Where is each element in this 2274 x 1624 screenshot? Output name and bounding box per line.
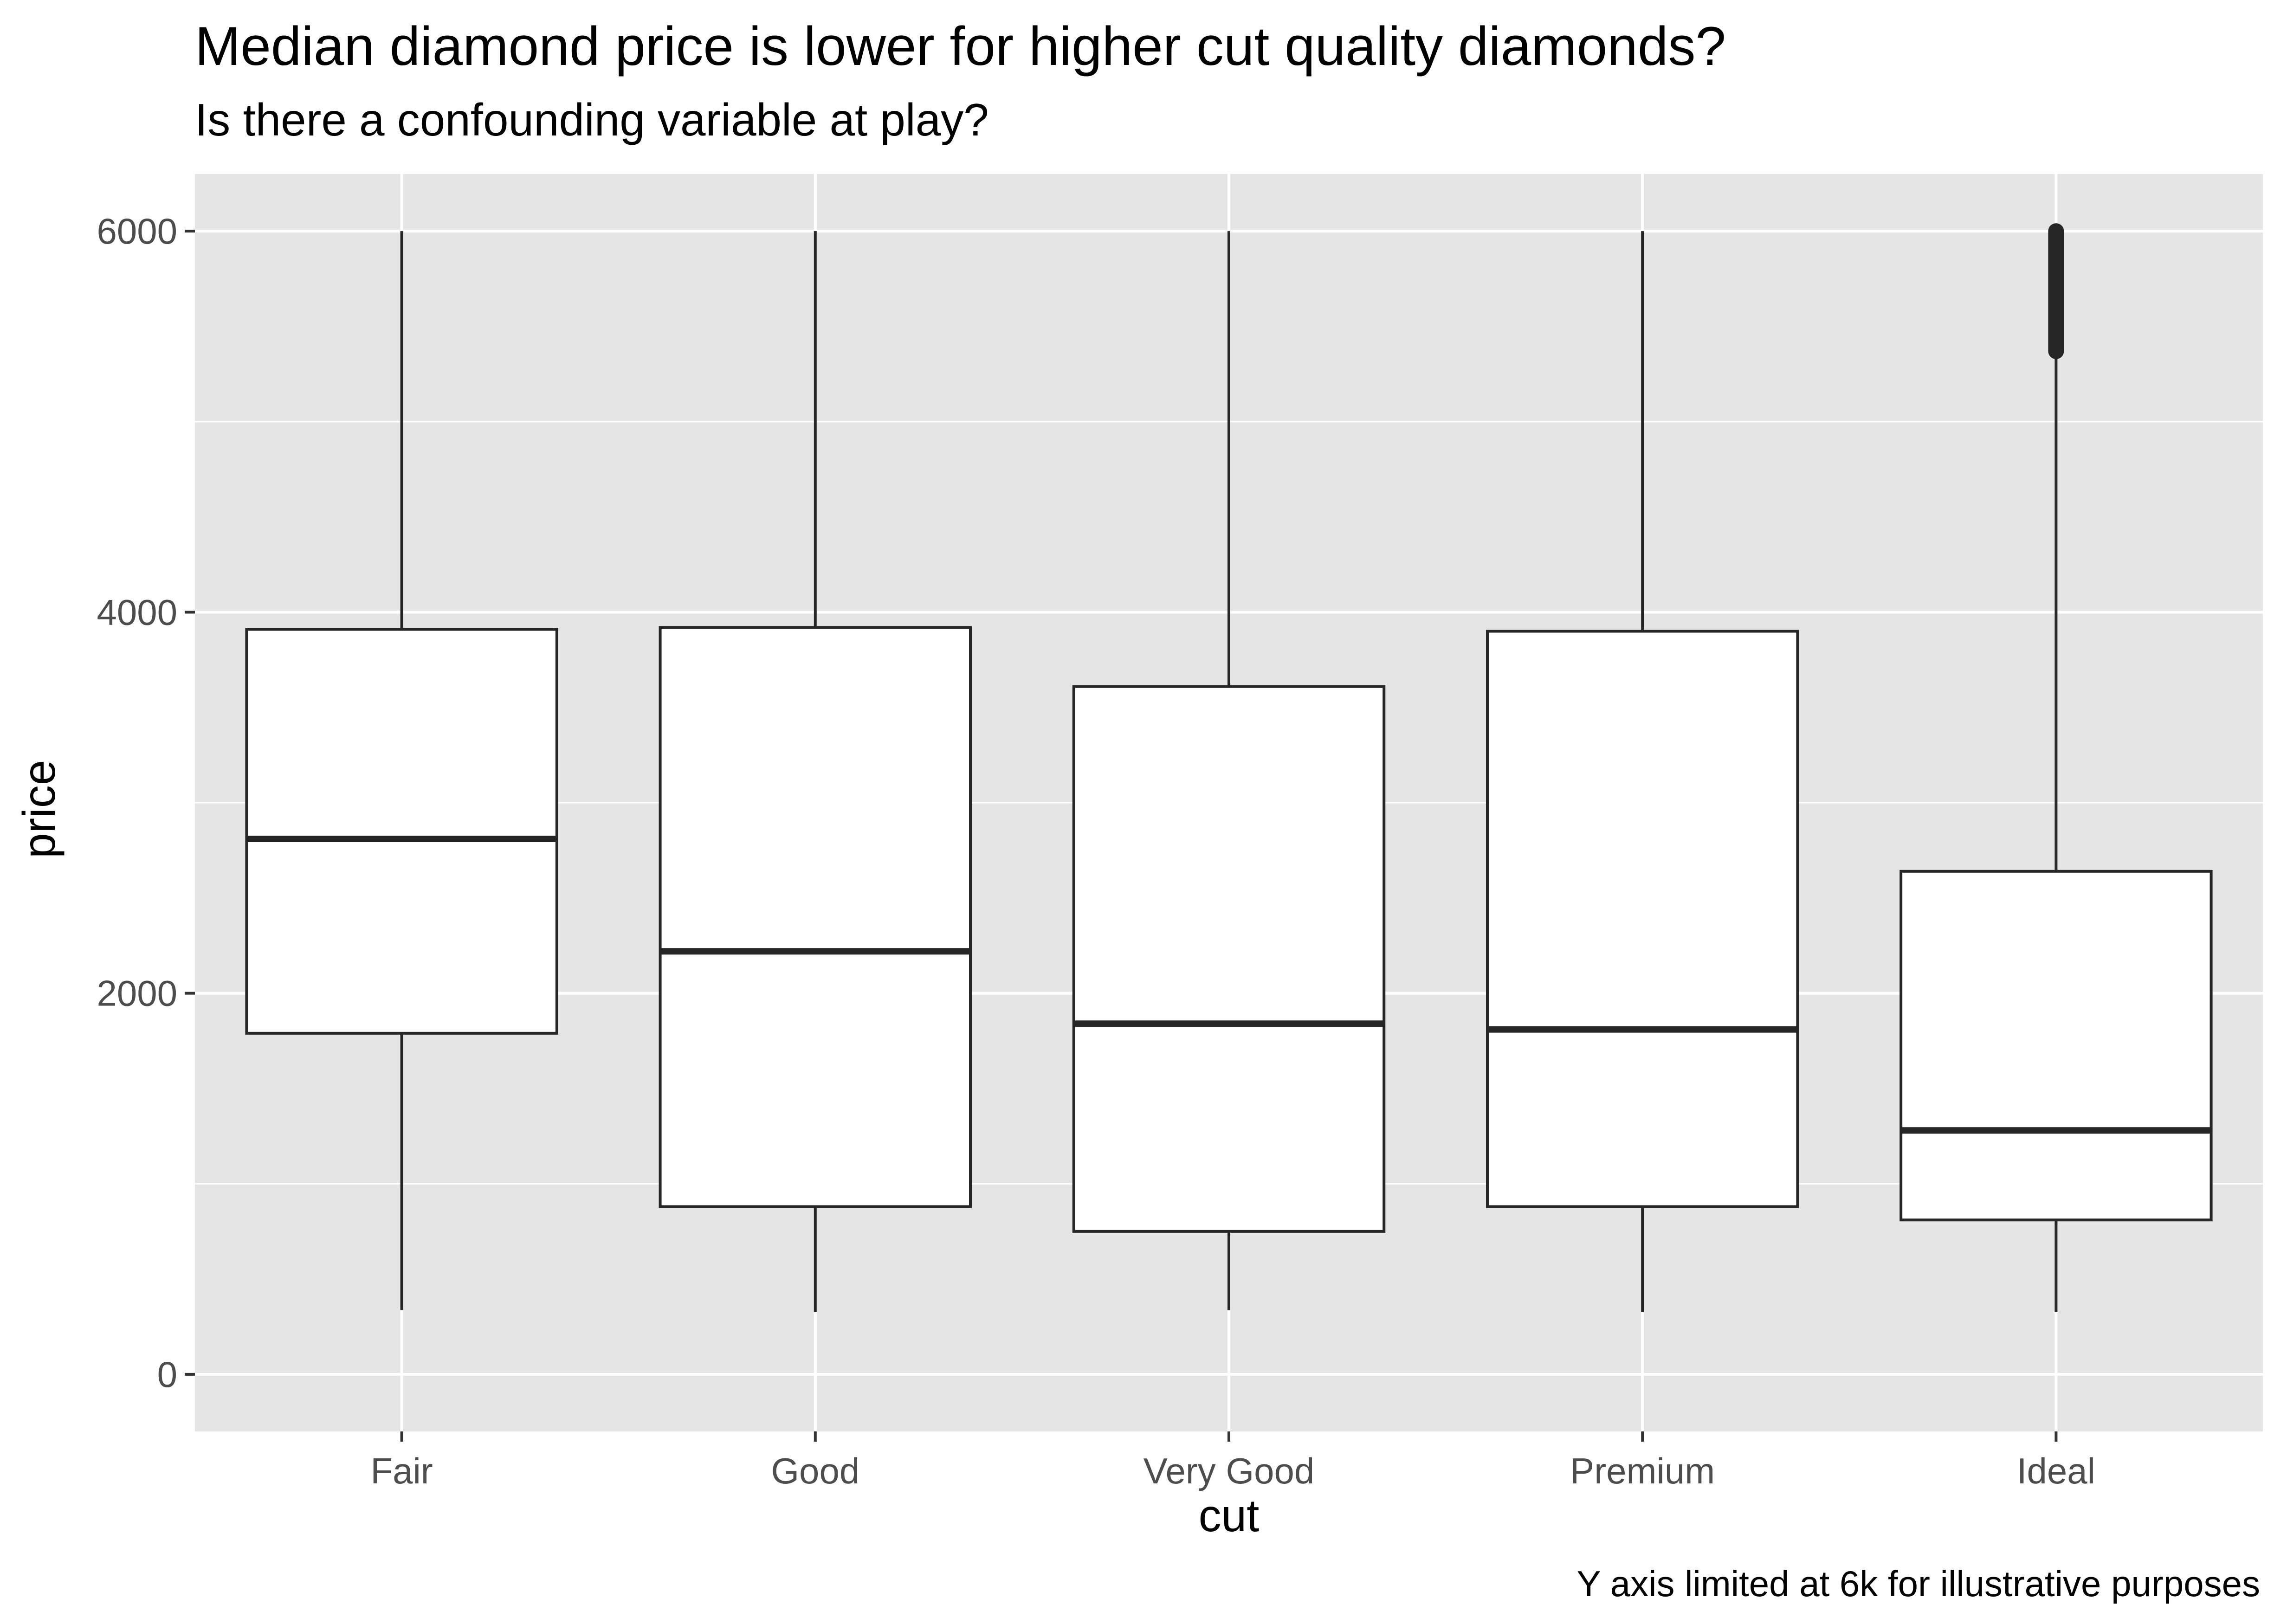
box-fair [245, 628, 558, 1035]
y-tick-label: 6000 [97, 211, 177, 251]
x-tick-label: Fair [370, 1450, 433, 1491]
y-tick-label: 0 [157, 1354, 177, 1395]
x-tick-label: Very Good [1143, 1450, 1315, 1491]
y-tick-label: 4000 [97, 592, 177, 632]
box-very-good [1072, 685, 1386, 1233]
y-tick-label: 2000 [97, 973, 177, 1014]
x-tick-label: Ideal [2017, 1450, 2095, 1491]
box-premium [1486, 630, 1799, 1208]
y-axis-title: price [13, 760, 65, 858]
box-good [659, 626, 972, 1208]
x-axis-title: cut [1198, 1490, 1260, 1541]
chart-title: Median diamond price is lower for higher… [195, 16, 1726, 77]
x-tick-label: Premium [1570, 1450, 1715, 1491]
chart-caption: Y axis limited at 6k for illustrative pu… [1576, 1563, 2260, 1604]
chart-subtitle: Is there a confounding variable at play? [195, 94, 989, 145]
x-tick-label: Good [771, 1450, 859, 1491]
box-ideal [1899, 870, 2213, 1222]
